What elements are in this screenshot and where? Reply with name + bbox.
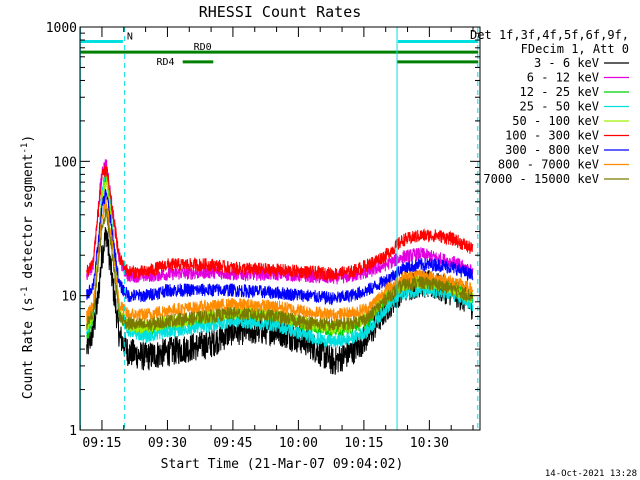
y-axis-label-part: ) [21,135,36,143]
svg-text:Count Rate (s-1 detector segme: Count Rate (s-1 detector segment-1) [20,135,36,399]
y-axis-label: Count Rate (s-1 detector segment-1) [20,135,36,399]
x-tick-label: 09:45 [213,436,252,451]
legend-entry-label: 7000 - 15000 keV [483,172,599,186]
x-ticks: 09:15 09:30 09:45 10:00 10:15 10:30 [79,27,474,451]
y-tick-label: 10 [61,290,77,305]
x-tick-label: 10:15 [344,436,383,451]
x-tick-label: 09:15 [82,436,121,451]
state-bar-label: N [127,31,133,42]
x-tick-label: 09:30 [148,436,187,451]
y-axis-label-part: -1 [20,287,30,298]
y-axis-label-part: detector segment [21,154,36,287]
series-group [86,159,474,375]
legend-header-line: FDecim 1, Att 0 [521,42,629,56]
series-line-5 [86,164,474,281]
y-tick-label: 100 [54,155,77,170]
chart-title: RHESSI Count Rates [199,3,362,21]
x-tick-label: 10:00 [279,436,318,451]
legend-entry-label: 800 - 7000 keV [498,158,599,172]
y-axis-label-part: Count Rate (s [21,297,36,399]
x-axis-label: Start Time (21-Mar-07 09:04:02) [161,457,404,472]
legend-entry-label: 50 - 100 keV [512,114,599,128]
legend-entry-label: 3 - 6 keV [534,56,599,70]
legend-entry-label: 6 - 12 keV [527,71,599,85]
legend: Det 1f,3f,4f,5f,6f,9f, FDecim 1, Att 0 3… [470,28,629,186]
state-bar-label: RD0 [194,42,212,53]
legend-entry-label: 100 - 300 keV [505,129,599,143]
y-axis-label-part: -1 [20,143,30,154]
series-line-8 [86,208,474,332]
legend-entry-label: 12 - 25 keV [520,85,599,99]
date-stamp: 14-Oct-2021 13:28 [545,469,637,479]
state-bar-label: RD4 [157,57,175,68]
series-line-6 [86,188,474,306]
plot-frame [79,26,481,431]
y-tick-label: 1000 [46,21,77,36]
y-tick-label: 1 [69,424,77,439]
legend-entry-label: 25 - 50 keV [520,100,599,114]
x-tick-label: 10:30 [410,436,449,451]
plot-area: N RD0 RD4 1 10 100 1000 09:15 09:30 09:45 10:00 10:… [46,21,481,451]
legend-entry-label: 300 - 800 keV [505,143,599,157]
y-ticks: 1 10 100 1000 [46,21,480,439]
legend-header-line: Det 1f,3f,4f,5f,6f,9f, [470,28,629,42]
series-line-7 [86,197,474,323]
